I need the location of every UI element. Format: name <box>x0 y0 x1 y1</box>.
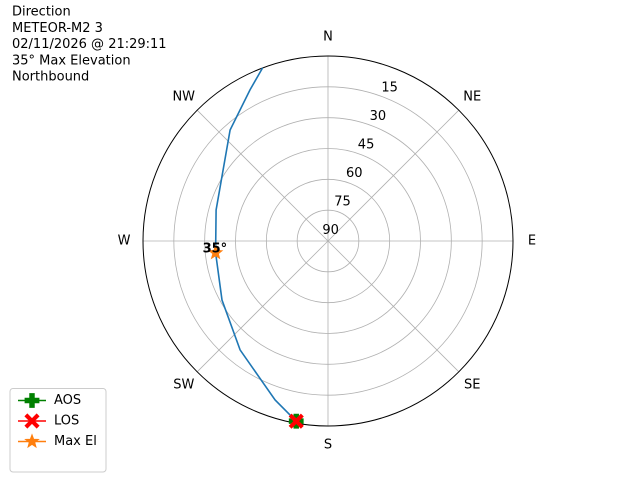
legend-label: Max El <box>54 434 97 449</box>
value-label: 35° <box>203 241 228 256</box>
title-line: 35° Max Elevation <box>12 53 131 68</box>
theta-tick-label: NW <box>172 89 195 104</box>
theta-tick-label: NE <box>463 89 481 104</box>
legend: AOS LOS Max El <box>9 388 107 473</box>
theta-tick-label: S <box>324 438 332 453</box>
grid-spoke <box>196 109 329 242</box>
legend-marker <box>24 433 40 449</box>
theta-tick-label: N <box>323 30 333 45</box>
legend-box <box>9 388 107 473</box>
plot-frame <box>142 55 514 427</box>
grid-spoke <box>327 240 460 373</box>
r-tick-label: 30 <box>370 109 387 124</box>
title-line: METEOR-M2 3 <box>12 21 103 36</box>
title-line: Direction <box>12 5 71 20</box>
grid-spoke <box>196 240 329 373</box>
point-marker <box>207 244 224 260</box>
theta-tick-label: E <box>528 234 536 249</box>
title-line: 02/11/2026 @ 21:29:11 <box>12 37 167 52</box>
legend-label: LOS <box>54 414 79 429</box>
theta-tick-label: SE <box>464 378 480 393</box>
title-line: Northbound <box>12 70 89 85</box>
theta-tick-label: SW <box>173 378 194 393</box>
r-tick-label: 60 <box>346 166 363 181</box>
point-marker <box>288 413 304 429</box>
theta-tick-label: W <box>118 234 131 249</box>
legend-marker <box>24 413 40 429</box>
legend-marker <box>24 393 40 408</box>
r-tick-label: 15 <box>381 81 398 96</box>
legend-label: AOS <box>54 393 81 408</box>
r-tick-label: 45 <box>358 138 375 153</box>
grid-spoke <box>327 109 460 242</box>
r-tick-label: 90 <box>322 223 339 238</box>
track-line <box>214 67 297 422</box>
r-tick-label: 75 <box>334 195 351 210</box>
